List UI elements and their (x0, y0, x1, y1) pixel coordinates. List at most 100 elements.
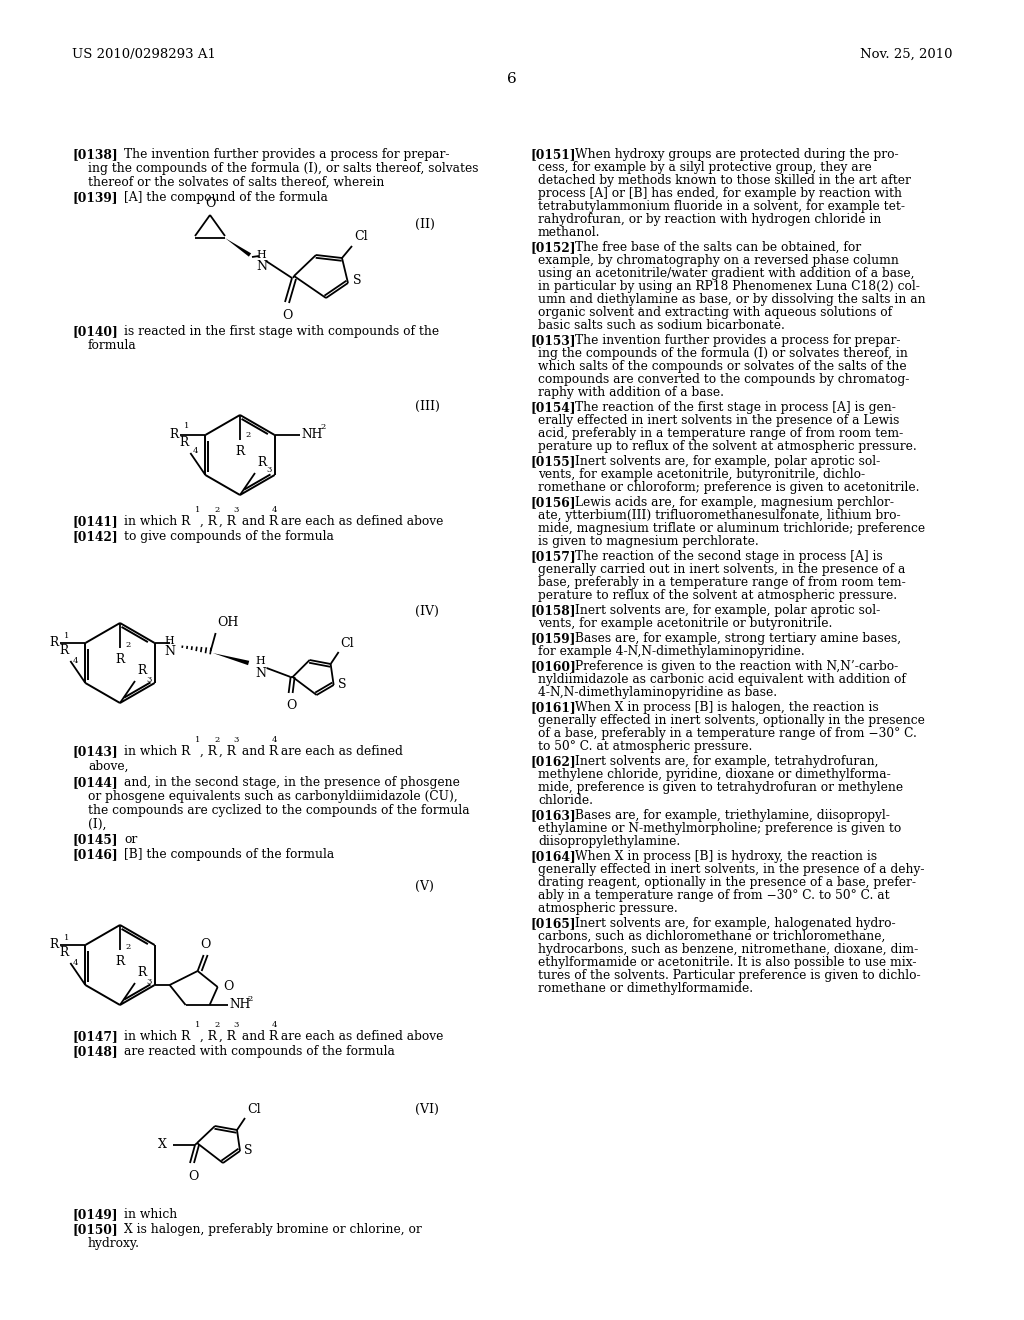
Text: , R: , R (200, 744, 217, 758)
Text: organic solvent and extracting with aqueous solutions of: organic solvent and extracting with aque… (538, 306, 892, 319)
Text: [0162]: [0162] (530, 755, 575, 768)
Polygon shape (213, 653, 249, 665)
Text: [0154]: [0154] (530, 401, 575, 414)
Text: The invention further provides a process for prepar-: The invention further provides a process… (575, 334, 900, 347)
Text: H: H (256, 656, 265, 667)
Text: [0163]: [0163] (530, 809, 575, 822)
Text: [0165]: [0165] (530, 917, 575, 931)
Text: O: O (187, 1170, 199, 1183)
Text: R: R (59, 644, 69, 657)
Text: erally effected in inert solvents in the presence of a Lewis: erally effected in inert solvents in the… (538, 414, 899, 426)
Text: 4: 4 (193, 447, 198, 455)
Text: 4: 4 (272, 506, 278, 513)
Text: Cl: Cl (247, 1104, 261, 1115)
Text: are each as defined: are each as defined (278, 744, 402, 758)
Text: is given to magnesium perchlorate.: is given to magnesium perchlorate. (538, 535, 759, 548)
Text: Cl: Cl (354, 230, 368, 243)
Text: [0161]: [0161] (530, 701, 575, 714)
Text: N: N (256, 667, 266, 680)
Text: When X in process [B] is halogen, the reaction is: When X in process [B] is halogen, the re… (575, 701, 879, 714)
Text: O: O (282, 309, 292, 322)
Text: (VI): (VI) (415, 1104, 439, 1115)
Text: 2: 2 (245, 432, 250, 440)
Text: R: R (137, 664, 146, 677)
Text: base, preferably in a temperature range of from room tem-: base, preferably in a temperature range … (538, 576, 906, 589)
Text: The reaction of the second stage in process [A] is: The reaction of the second stage in proc… (575, 550, 883, 564)
Text: R: R (179, 436, 188, 449)
Text: 3: 3 (146, 978, 152, 986)
Text: 3: 3 (266, 466, 271, 474)
Text: O: O (205, 197, 215, 210)
Text: and, in the second stage, in the presence of phosgene: and, in the second stage, in the presenc… (124, 776, 460, 789)
Text: R: R (116, 954, 125, 968)
Text: [0155]: [0155] (530, 455, 575, 469)
Text: The reaction of the first stage in process [A] is gen-: The reaction of the first stage in proce… (575, 401, 896, 414)
Text: [0138]: [0138] (72, 148, 118, 161)
Text: [0151]: [0151] (530, 148, 575, 161)
Text: [0145]: [0145] (72, 833, 118, 846)
Text: Preference is given to the reaction with N,N’-carbo-: Preference is given to the reaction with… (575, 660, 898, 673)
Text: 4: 4 (272, 1020, 278, 1030)
Text: detached by methods known to those skilled in the art after: detached by methods known to those skill… (538, 174, 911, 187)
Text: [B] the compounds of the formula: [B] the compounds of the formula (124, 847, 334, 861)
Text: are reacted with compounds of the formula: are reacted with compounds of the formul… (124, 1045, 395, 1059)
Text: hydroxy.: hydroxy. (88, 1237, 140, 1250)
Text: ing the compounds of the formula (I) or solvates thereof, in: ing the compounds of the formula (I) or … (538, 347, 908, 360)
Text: raphy with addition of a base.: raphy with addition of a base. (538, 385, 724, 399)
Text: [0150]: [0150] (72, 1224, 118, 1236)
Text: ethylformamide or acetonitrile. It is also possible to use mix-: ethylformamide or acetonitrile. It is al… (538, 956, 916, 969)
Text: thereof or the solvates of salts thereof, wherein: thereof or the solvates of salts thereof… (88, 176, 384, 189)
Text: of a base, preferably in a temperature range of from −30° C.: of a base, preferably in a temperature r… (538, 727, 916, 741)
Text: ate, ytterbium(III) trifluoromethanesulfonate, lithium bro-: ate, ytterbium(III) trifluoromethanesulf… (538, 510, 901, 521)
Text: are each as defined above: are each as defined above (278, 1030, 443, 1043)
Text: is reacted in the first stage with compounds of the: is reacted in the first stage with compo… (124, 325, 439, 338)
Text: 2: 2 (125, 942, 130, 950)
Text: R: R (257, 455, 266, 469)
Text: R: R (49, 939, 58, 952)
Text: perature to reflux of the solvent at atmospheric pressure.: perature to reflux of the solvent at atm… (538, 589, 897, 602)
Text: methylene chloride, pyridine, dioxane or dimethylforma-: methylene chloride, pyridine, dioxane or… (538, 768, 891, 781)
Text: Inert solvents are, for example, polar aprotic sol-: Inert solvents are, for example, polar a… (575, 605, 881, 616)
Text: 2: 2 (248, 995, 253, 1003)
Text: and R: and R (238, 1030, 279, 1043)
Text: [0157]: [0157] (530, 550, 575, 564)
Text: [0142]: [0142] (72, 531, 118, 543)
Text: in which R: in which R (124, 1030, 190, 1043)
Text: The free base of the salts can be obtained, for: The free base of the salts can be obtain… (575, 242, 861, 253)
Text: 4: 4 (73, 657, 78, 665)
Text: [0156]: [0156] (530, 496, 575, 510)
Text: 2: 2 (125, 642, 130, 649)
Text: 1: 1 (184, 422, 189, 430)
Text: 2: 2 (214, 506, 219, 513)
Text: 3: 3 (233, 1020, 239, 1030)
Text: 1: 1 (65, 632, 70, 640)
Text: S: S (353, 275, 361, 288)
Text: example, by chromatography on a reversed phase column: example, by chromatography on a reversed… (538, 253, 899, 267)
Text: When X in process [B] is hydroxy, the reaction is: When X in process [B] is hydroxy, the re… (575, 850, 878, 863)
Text: OH: OH (218, 616, 239, 630)
Text: Bases are, for example, triethylamine, diisopropyl-: Bases are, for example, triethylamine, d… (575, 809, 890, 822)
Text: 1: 1 (195, 737, 201, 744)
Text: for example 4-N,N-dimethylaminopyridine.: for example 4-N,N-dimethylaminopyridine. (538, 645, 805, 657)
Text: (IV): (IV) (415, 605, 439, 618)
Text: , R: , R (200, 515, 217, 528)
Text: generally effected in inert solvents, optionally in the presence: generally effected in inert solvents, op… (538, 714, 925, 727)
Text: [0159]: [0159] (530, 632, 575, 645)
Text: and R: and R (238, 744, 279, 758)
Text: Inert solvents are, for example, halogenated hydro-: Inert solvents are, for example, halogen… (575, 917, 896, 931)
Text: [0147]: [0147] (72, 1030, 118, 1043)
Text: N: N (256, 260, 267, 273)
Text: Inert solvents are, for example, polar aprotic sol-: Inert solvents are, for example, polar a… (575, 455, 881, 469)
Text: 2: 2 (321, 422, 326, 432)
Text: the compounds are cyclized to the compounds of the formula: the compounds are cyclized to the compou… (88, 804, 470, 817)
Text: drating reagent, optionally in the presence of a base, prefer-: drating reagent, optionally in the prese… (538, 876, 916, 888)
Text: US 2010/0298293 A1: US 2010/0298293 A1 (72, 48, 216, 61)
Text: chloride.: chloride. (538, 795, 593, 807)
Text: NH: NH (229, 998, 251, 1011)
Text: Cl: Cl (341, 638, 354, 649)
Text: (V): (V) (415, 880, 434, 894)
Text: [0140]: [0140] (72, 325, 118, 338)
Text: romethane or chloroform; preference is given to acetonitrile.: romethane or chloroform; preference is g… (538, 480, 920, 494)
Text: generally effected in inert solvents, in the presence of a dehy-: generally effected in inert solvents, in… (538, 863, 925, 876)
Text: to give compounds of the formula: to give compounds of the formula (124, 531, 334, 543)
